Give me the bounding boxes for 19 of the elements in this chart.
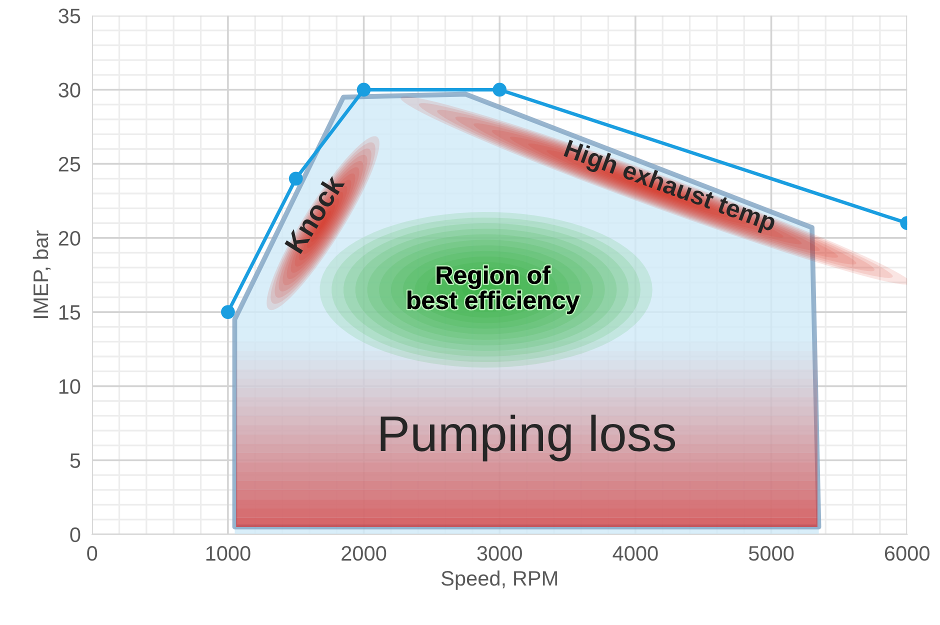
y-axis-title: IMEP, bar [32,230,51,318]
y-tick-label: 0 [70,527,80,542]
y-tick-label: 30 [58,82,80,98]
y-tick-label: 25 [58,156,80,172]
y-tick-label: 35 [58,8,80,24]
x-axis-title: Speed, RPM [442,570,557,590]
annotation: Pumping loss [380,414,676,462]
x-tick-label: 1000 [206,546,250,561]
x-tick-label: 2000 [342,546,386,561]
y-tick-label: 15 [59,305,80,320]
x-tick-label: 3000 [477,546,522,561]
x-tick-label: 6000 [884,546,930,561]
x-tick-label: 0 [87,546,98,561]
x-tick-label: 4000 [612,546,658,561]
y-tick-label: 20 [58,230,80,246]
y-tick-label: 5 [70,453,80,468]
y-tick-label: 10 [59,379,80,394]
x-tick-label: 5000 [748,546,794,561]
annotation: Region of best efficiency [408,266,580,314]
